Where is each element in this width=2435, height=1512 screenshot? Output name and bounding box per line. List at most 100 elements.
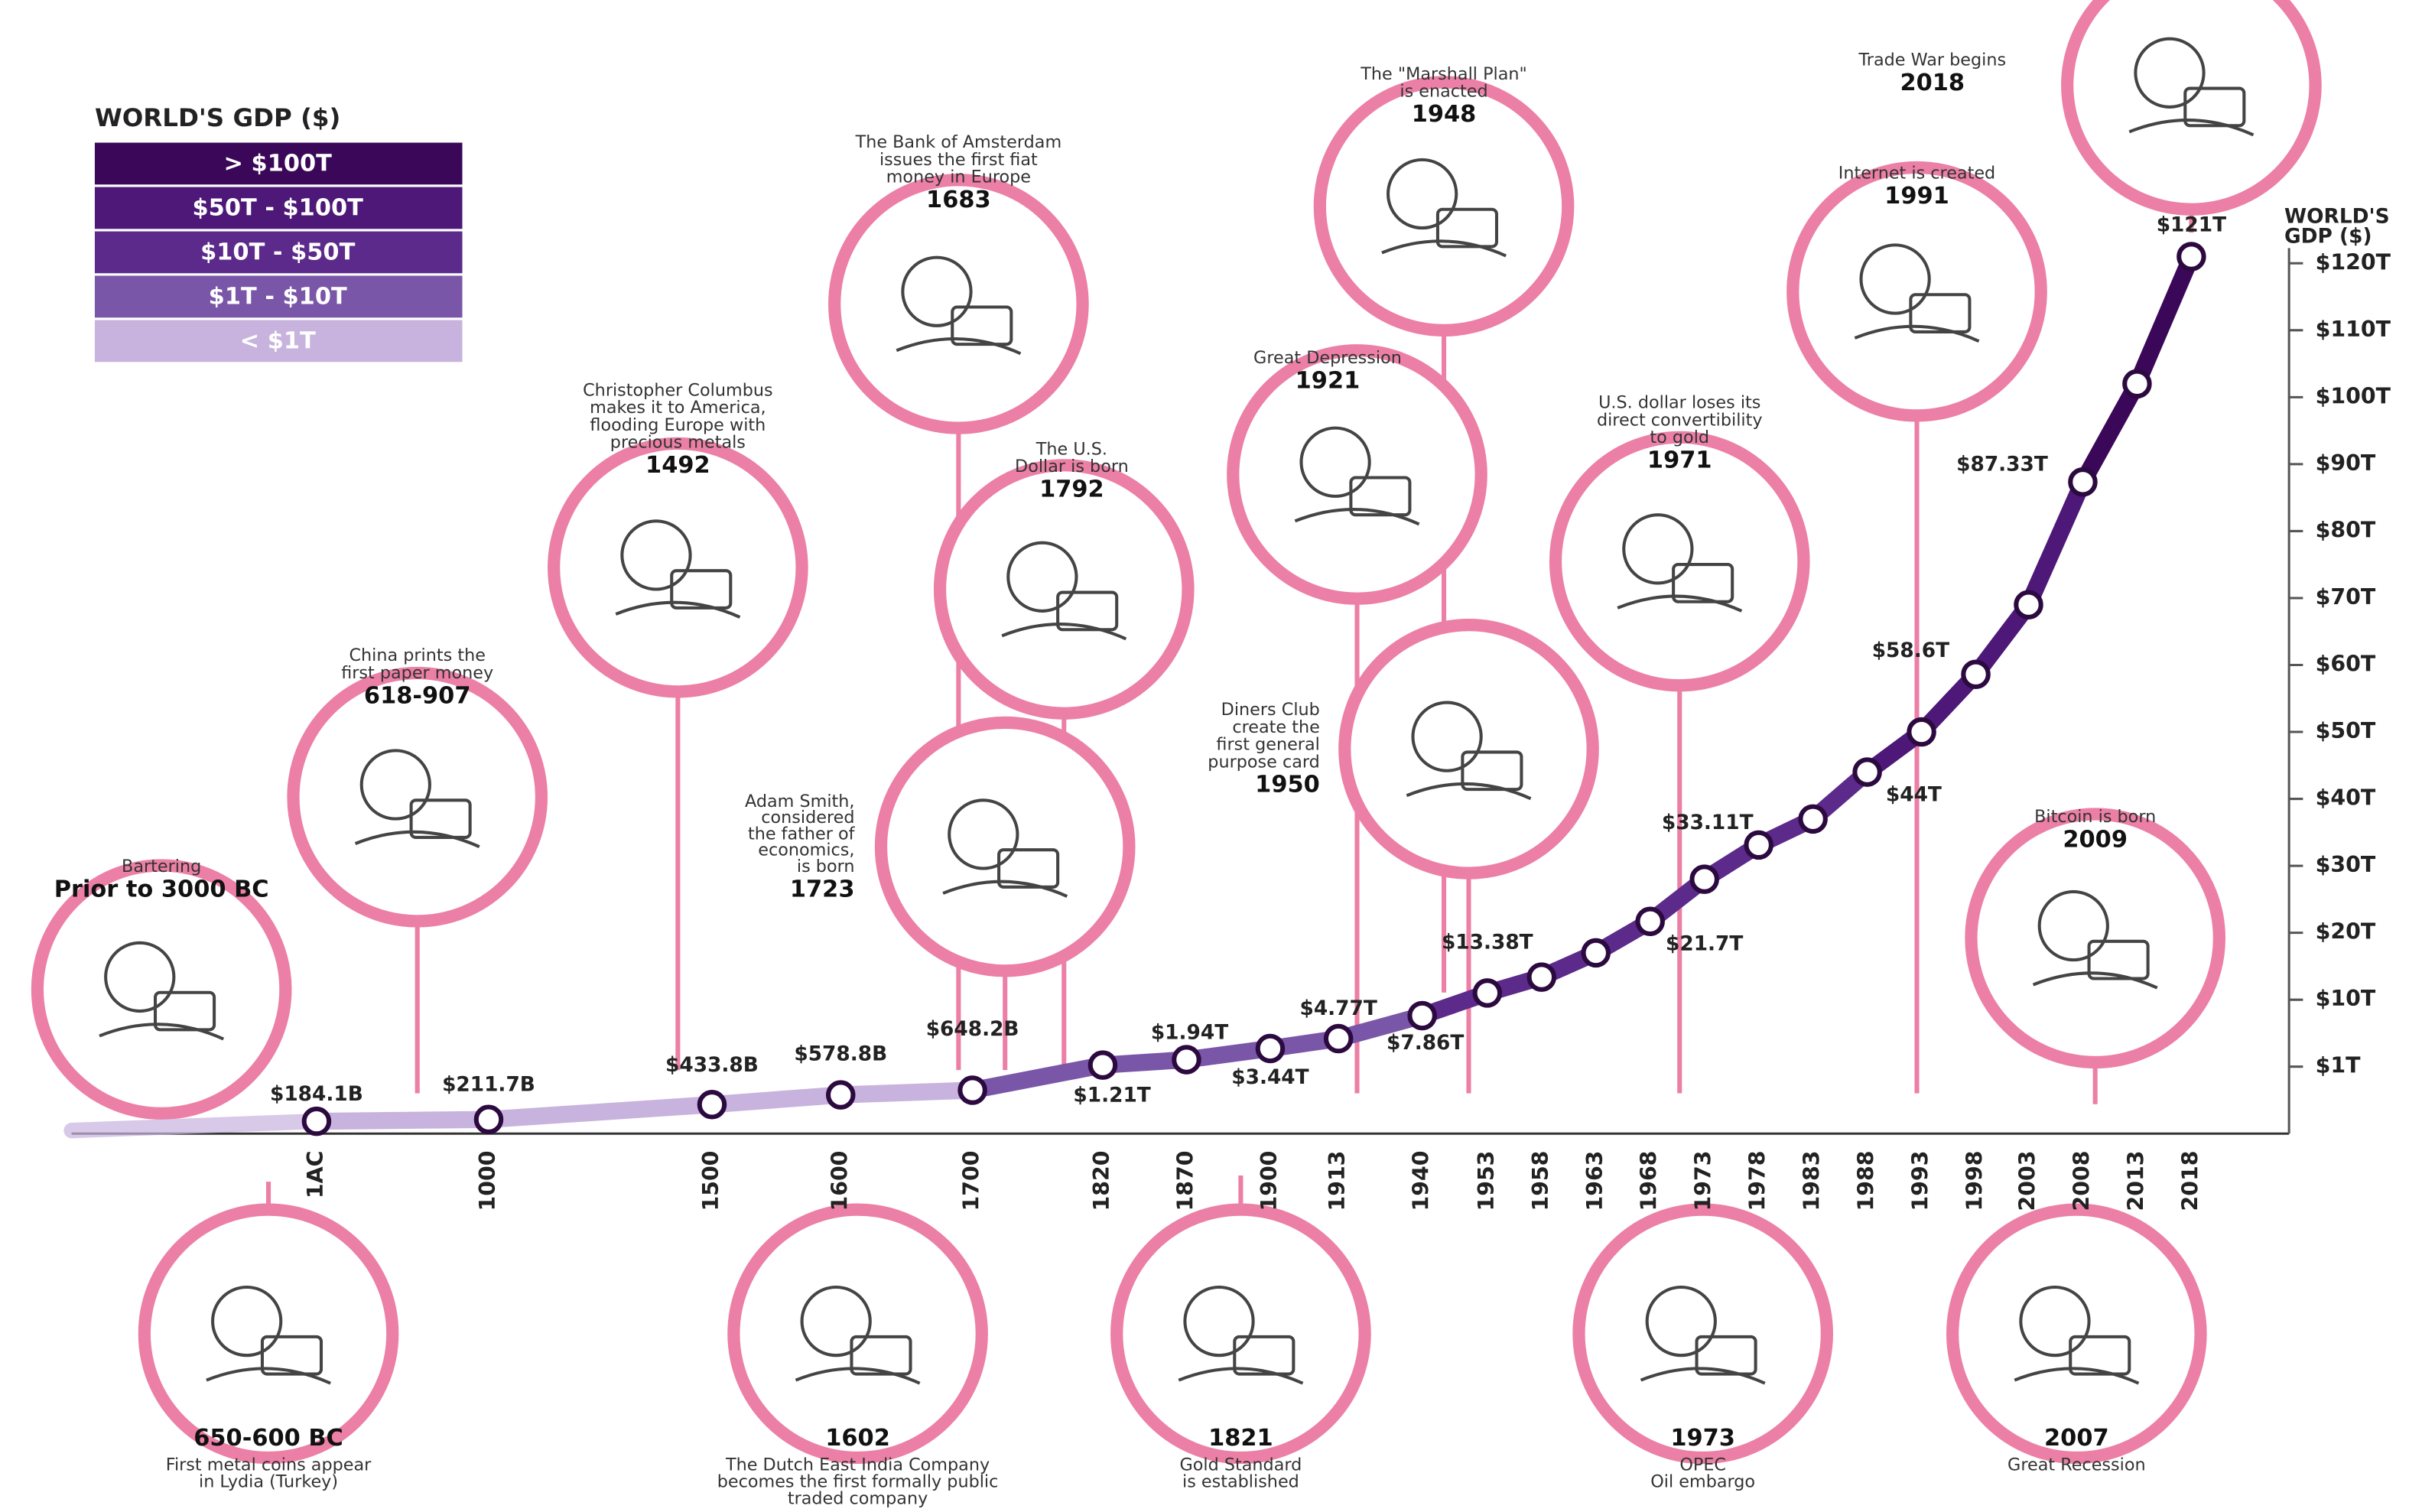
y-tick-label: $90T: [2316, 450, 2376, 476]
event-circle: [1117, 1210, 1364, 1458]
trail-lead: [72, 1121, 317, 1130]
trail-segment: [2028, 482, 2082, 604]
data-point: [1800, 807, 1825, 831]
data-point: [1091, 1052, 1115, 1077]
x-tick-label: 1978: [1745, 1151, 1770, 1211]
event-text: to gold: [1650, 428, 1709, 447]
data-point: [1530, 964, 1554, 989]
event-text: is established: [1182, 1472, 1299, 1492]
event-circle: [1952, 1210, 2200, 1458]
event-date: 1973: [1670, 1425, 1735, 1452]
trail-segment: [712, 1095, 840, 1105]
x-tick-label: 1913: [1325, 1151, 1350, 1211]
event-date: 1602: [825, 1425, 890, 1452]
event-date: Prior to 3000 BC: [54, 876, 269, 902]
value-label: $7.86T: [1387, 1032, 1464, 1055]
event-circle: [145, 1210, 392, 1458]
event-text: Internet is created: [1838, 164, 1995, 184]
data-point: [1258, 1036, 1283, 1061]
value-label: $21.7T: [1666, 933, 1743, 956]
event-circle: [834, 180, 1082, 428]
x-tick-label: 1998: [1962, 1151, 1988, 1211]
event-text: Great Depression: [1253, 348, 1402, 368]
event-date: 2009: [2063, 827, 2128, 854]
event-text: traded company: [788, 1488, 928, 1508]
data-point: [2179, 244, 2203, 268]
event-text: in Lydia (Turkey): [199, 1472, 338, 1492]
x-tick-label: 1973: [1691, 1151, 1716, 1211]
x-tick-label: 1993: [1908, 1151, 1933, 1211]
event-circle: [293, 673, 541, 921]
data-point: [2125, 372, 2149, 396]
value-label: $3.44T: [1231, 1066, 1309, 1089]
event-text: Great Recession: [2007, 1455, 2146, 1475]
value-label: $4.77T: [1299, 997, 1377, 1020]
event-date: 1971: [1647, 447, 1712, 474]
data-point: [1638, 909, 1663, 934]
value-label: $211.7B: [442, 1074, 535, 1097]
value-label: $121T: [2157, 213, 2226, 236]
x-tick-label: 1AC: [303, 1151, 328, 1199]
x-tick-label: 2008: [2069, 1151, 2094, 1211]
event-text: precious metals: [610, 433, 746, 453]
x-tick-label: 2018: [2177, 1151, 2203, 1211]
event-date: 650-600 BC: [193, 1425, 343, 1452]
data-point: [1475, 980, 1500, 1005]
value-label: $1.94T: [1151, 1022, 1228, 1045]
trail-segment: [840, 1091, 972, 1095]
data-point: [2070, 470, 2095, 494]
y-tick-label: $120T: [2316, 249, 2391, 275]
infographic: WORLD'S GDP ($) > $100T$50T - $100T$10T …: [0, 0, 2435, 1512]
x-tick-label: 1600: [827, 1151, 852, 1211]
trail-segment: [2137, 257, 2191, 384]
value-label: $648.2B: [926, 1018, 1019, 1041]
legend-label: < $1T: [240, 327, 316, 354]
event-date: 1821: [1208, 1425, 1273, 1452]
x-tick-label: 1870: [1172, 1151, 1198, 1211]
value-label: $433.8B: [665, 1054, 759, 1077]
x-tick-label: 1963: [1582, 1151, 1608, 1211]
data-point: [304, 1109, 329, 1133]
event-text: money in Europe: [886, 167, 1031, 187]
event-date: 1921: [1296, 367, 1361, 394]
x-tick-label: 1988: [1854, 1151, 1879, 1211]
y-tick-label: $80T: [2316, 517, 2376, 542]
y-tick-label: $20T: [2316, 919, 2376, 945]
event-date: 1991: [1884, 183, 1949, 210]
trail-segment: [489, 1104, 712, 1119]
x-tick-label: 1940: [1409, 1151, 1434, 1211]
trail-segment: [2082, 384, 2137, 482]
x-tick-label: 2003: [2014, 1151, 2040, 1211]
data-point: [1326, 1026, 1351, 1051]
data-point: [700, 1092, 724, 1117]
x-tick-label: 1983: [1799, 1151, 1825, 1211]
event-date: 1683: [926, 187, 991, 213]
legend-label: $10T - $50T: [200, 239, 355, 265]
data-point: [1909, 720, 1933, 744]
legend-label: $50T - $100T: [193, 194, 364, 221]
event-circle: [881, 723, 1129, 971]
x-tick-label: 2013: [2123, 1151, 2148, 1211]
value-label: $33.11T: [1662, 811, 1754, 834]
x-tick-label: 1700: [959, 1151, 984, 1211]
event-date: 2018: [1900, 70, 1965, 96]
event-text: Oil embargo: [1650, 1472, 1755, 1492]
value-label: $578.8B: [794, 1042, 887, 1065]
data-point: [1746, 833, 1770, 857]
data-point: [1855, 759, 1879, 784]
x-tick-label: 1000: [475, 1151, 500, 1211]
y-tick-label: $70T: [2316, 584, 2376, 610]
value-label: $1.21T: [1073, 1084, 1150, 1107]
data-point: [960, 1078, 984, 1102]
page: WORLD'S GDP ($) > $100T$50T - $100T$10T …: [0, 0, 2435, 1512]
data-point: [828, 1082, 853, 1107]
data-point: [1584, 941, 1608, 965]
event-date: 1492: [645, 452, 710, 479]
legend-title: WORLD'S GDP ($): [95, 103, 340, 132]
data-point: [476, 1107, 501, 1131]
y-tick-label: $100T: [2316, 383, 2391, 408]
data-point: [1174, 1047, 1198, 1071]
event-date: 2007: [2044, 1425, 2109, 1452]
value-label: $184.1B: [270, 1083, 363, 1106]
event-circle: [554, 444, 801, 691]
